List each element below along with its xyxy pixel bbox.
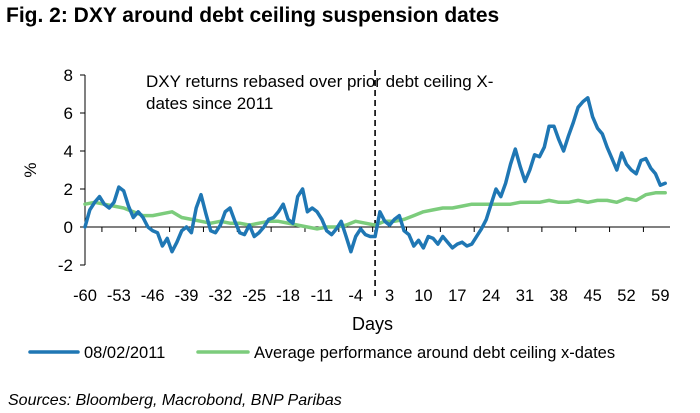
legend-label-2: Average performance around debt ceiling … — [254, 344, 615, 362]
legend-label-1: 08/02/2011 — [84, 344, 165, 362]
x-tick-label: 52 — [617, 287, 635, 305]
y-tick-label: 8 — [64, 66, 73, 85]
y-tick-label: 0 — [64, 218, 73, 237]
x-tick-label: 45 — [583, 287, 601, 305]
x-tick-label: -60 — [73, 287, 97, 305]
series-line-0 — [83, 96, 667, 254]
x-tick-label: -32 — [208, 287, 232, 305]
y-tick-label: 4 — [64, 142, 73, 161]
series-lines — [83, 96, 667, 254]
annotation-line: dates since 2011 — [146, 94, 273, 113]
x-tick-label: 24 — [482, 287, 500, 305]
x-tick-label: -18 — [276, 287, 300, 305]
y-tick-label: 6 — [64, 104, 73, 123]
x-tick-label: -4 — [348, 287, 363, 305]
x-tick-label: -46 — [141, 287, 165, 305]
x-tick-label: -39 — [175, 287, 199, 305]
y-axis-label: % — [21, 162, 40, 177]
legend: 08/02/2011 Average performance around deb… — [28, 344, 615, 362]
y-tick-label: -2 — [58, 256, 73, 275]
x-tick-label: 38 — [550, 287, 568, 305]
x-tick-label: 59 — [651, 287, 669, 305]
x-tick-label: 10 — [414, 287, 432, 305]
series-line-1 — [83, 191, 667, 231]
annotation: DXY returns rebased over prior debt ceil… — [146, 72, 493, 113]
chart-title: Fig. 2: DXY around debt ceiling suspensi… — [6, 4, 500, 27]
x-axis-label: Days — [352, 314, 393, 334]
axis-labels: % Days — [21, 162, 393, 334]
x-tick-label: -11 — [311, 287, 334, 305]
x-tick-label: 31 — [516, 287, 534, 305]
x-tick-label: 3 — [385, 287, 394, 305]
x-tick-label: -53 — [107, 287, 131, 305]
source-note: Sources: Bloomberg, Macrobond, BNP Parib… — [8, 392, 342, 409]
y-tick-label: 2 — [64, 180, 73, 199]
x-tick-label: -25 — [242, 287, 266, 305]
x-tick-label: 17 — [448, 287, 466, 305]
annotation-line: DXY returns rebased over prior debt ceil… — [146, 72, 493, 91]
